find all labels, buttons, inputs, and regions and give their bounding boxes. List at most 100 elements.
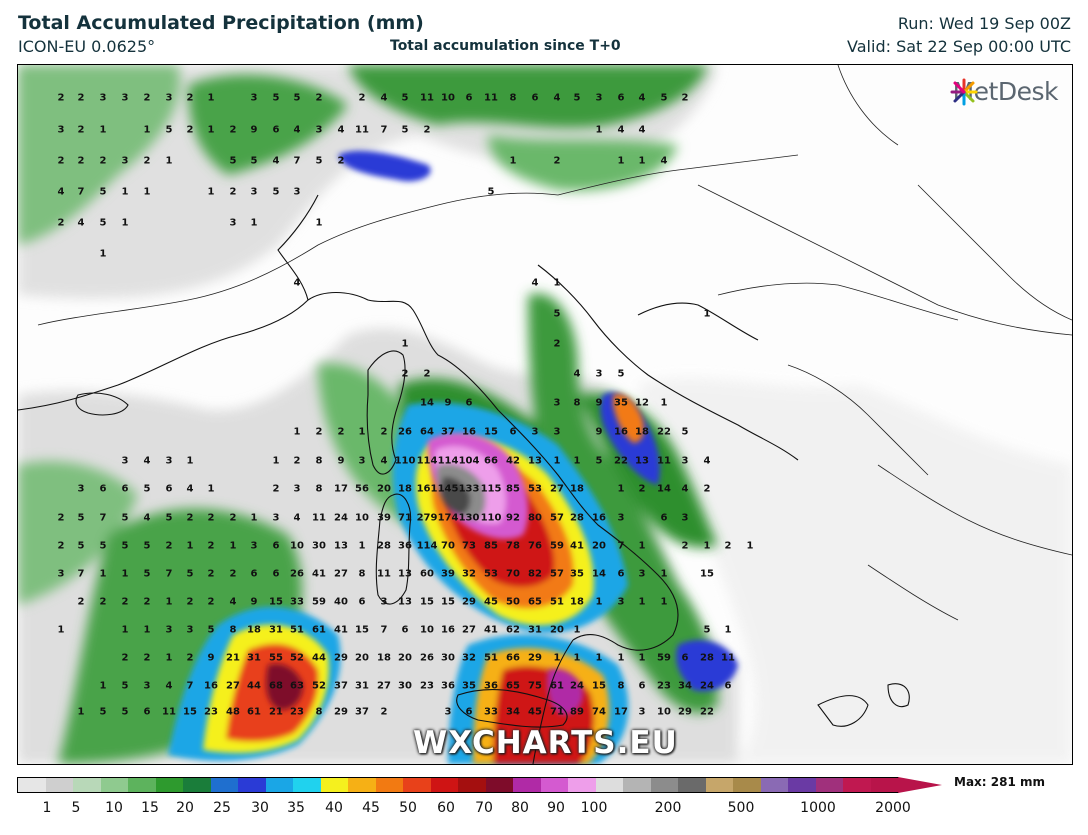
precip-value: 74 [592,706,606,718]
precip-value: 2 [380,706,388,718]
precip-value: 40 [334,596,348,608]
precip-value: 30 [312,540,326,552]
precip-value: 4 [293,512,301,524]
precip-value: 61 [312,624,326,636]
precip-value: 36 [441,680,455,692]
precip-value: 13 [334,540,348,552]
precip-value: 5 [660,92,668,104]
precip-value: 3 [595,92,603,104]
extreme-precip-core-layer [266,432,584,715]
precip-value: 56 [355,483,369,495]
precip-value: 6 [99,483,107,495]
precip-value: 80 [528,512,542,524]
color-scale-segment [595,778,623,792]
precip-value: 6 [724,680,732,692]
precip-value: 18 [635,426,649,438]
precip-value: 1 [660,568,668,580]
color-scale-tick: 35 [287,800,305,816]
precip-value: 3 [250,540,258,552]
precip-value: 2 [553,155,561,167]
precip-value: 7 [293,155,301,167]
color-scale-tick: 80 [511,800,529,816]
precip-value: 15 [700,568,714,580]
precip-value: 3 [121,455,129,467]
precip-value: 110 [480,512,502,524]
precip-value: 2 [165,540,173,552]
precip-value: 89 [570,706,584,718]
precip-value: 1 [186,540,194,552]
precip-value: 2 [77,155,85,167]
precip-value: 1 [617,483,625,495]
precip-value: 5 [487,186,495,198]
precip-value: 6 [660,512,668,524]
precip-value: 1 [358,540,366,552]
precip-value: 2 [186,512,194,524]
precip-value: 4 [77,217,85,229]
color-scale-tick: 25 [213,800,231,816]
precip-value: 27 [462,624,476,636]
precip-value: 3 [617,596,625,608]
precip-value: 23 [290,706,304,718]
precip-value: 2 [207,596,215,608]
precip-value: 2 [121,652,129,664]
precip-value: 2 [337,155,345,167]
precip-value: 27 [226,680,240,692]
precip-value: 4 [143,512,151,524]
precip-value: 3 [358,455,366,467]
precip-value: 6 [465,706,473,718]
precip-value: 73 [462,540,476,552]
precip-value: 4 [703,455,711,467]
precip-value: 1 [638,596,646,608]
precip-value: 15 [484,426,498,438]
precip-value: 1 [660,596,668,608]
precip-value: 2 [77,596,85,608]
precip-value: 1 [617,652,625,664]
precip-value: 31 [355,680,369,692]
color-scale-segment [485,778,513,792]
precip-value: 1 [595,124,603,136]
precip-value: 2 [337,426,345,438]
precip-value: 33 [484,706,498,718]
precip-value: 6 [465,92,473,104]
precip-value: 2 [207,540,215,552]
precip-value: 1 [165,596,173,608]
precip-value: 1 [121,217,129,229]
precip-value: 1 [207,483,215,495]
precip-value: 2 [229,186,237,198]
precip-value: 2 [229,124,237,136]
precip-value: 28 [570,512,584,524]
precip-value: 4 [186,483,194,495]
precip-value: 18 [398,483,412,495]
color-scale-segment [238,778,266,792]
color-scale-tick: 5 [71,800,81,816]
wxcharts-watermark: WXCHARTS.EU [413,725,678,761]
color-scale-segment [128,778,156,792]
precip-value: 14 [657,483,671,495]
precip-value: 5 [143,540,151,552]
precip-value: 1 [229,540,237,552]
precip-value: 71 [398,512,412,524]
color-scale-segment [513,778,541,792]
precip-value: 2 [186,124,194,136]
precip-value: 15 [183,706,197,718]
precip-value: 3 [681,455,689,467]
precip-value: 8 [315,455,323,467]
precip-value: 4 [229,596,237,608]
precip-value: 4 [57,186,65,198]
precip-value: 10 [290,540,304,552]
precip-value: 7 [77,186,85,198]
precip-value: 145 [437,483,459,495]
precip-value: 18 [570,596,584,608]
precip-value: 3 [250,92,258,104]
precip-value: 20 [355,652,369,664]
color-scale-segment [540,778,568,792]
precip-value: 1 [358,426,366,438]
precip-value: 2 [57,540,65,552]
precip-value: 5 [121,706,129,718]
precip-value: 2 [681,92,689,104]
color-scale-tick: 500 [727,800,755,816]
precip-value: 30 [398,680,412,692]
precip-value: 13 [635,455,649,467]
precip-value: 4 [293,277,301,289]
run-label: Run: Wed 19 Sep 00Z [897,14,1071,33]
